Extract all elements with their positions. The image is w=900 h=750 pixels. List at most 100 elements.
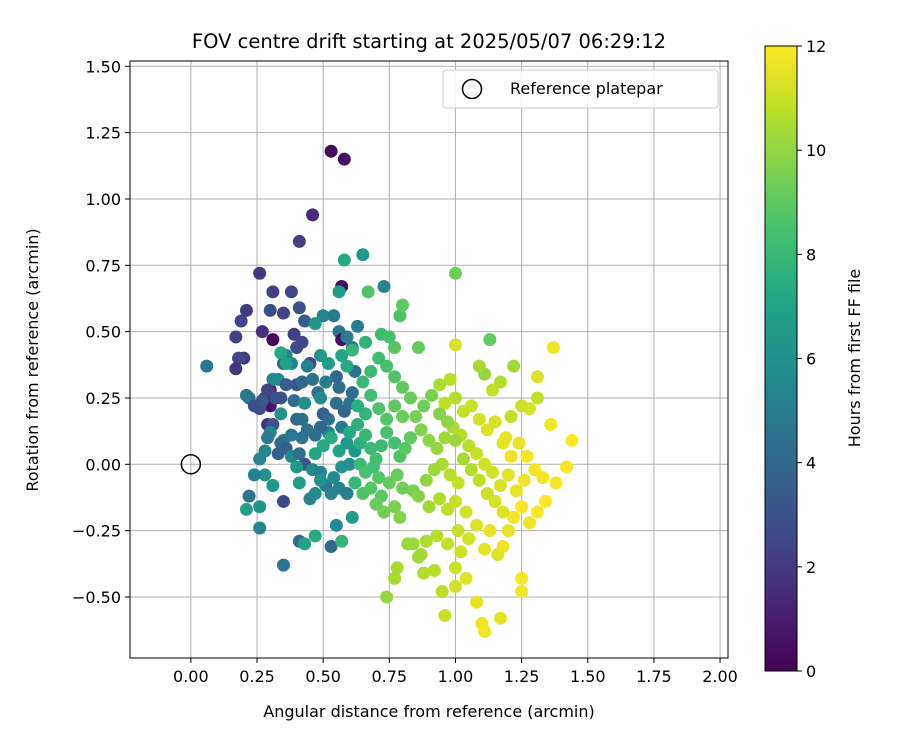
data-point (530, 505, 544, 519)
data-point (255, 394, 269, 408)
data-point (396, 298, 410, 312)
x-tick-label: 0.75 (371, 667, 407, 686)
data-point (372, 402, 386, 416)
data-point (438, 396, 452, 410)
data-point (292, 447, 306, 461)
data-point (417, 566, 431, 580)
data-point (274, 391, 288, 405)
data-point (358, 428, 372, 442)
data-point (515, 571, 529, 585)
data-point (314, 391, 328, 405)
data-point (316, 439, 330, 453)
data-point (340, 359, 354, 373)
data-point (509, 484, 523, 498)
data-point (308, 447, 322, 461)
data-point (337, 253, 351, 267)
data-point (393, 510, 407, 524)
data-point (364, 388, 378, 402)
data-point (263, 303, 277, 317)
colorbar-ticks: 0 2 4 6 8 10 12 (797, 37, 826, 681)
data-point (377, 280, 391, 294)
data-point (414, 423, 428, 437)
data-point (488, 415, 502, 429)
data-point (493, 479, 507, 493)
data-point (411, 341, 425, 355)
data-point (239, 303, 253, 317)
y-tick-label: 1.25 (85, 124, 121, 143)
data-point (253, 521, 267, 535)
data-point (464, 399, 478, 413)
data-point (298, 314, 312, 328)
data-point (501, 468, 515, 482)
data-point (324, 431, 338, 445)
data-point (351, 418, 365, 432)
data-point (247, 468, 261, 482)
data-point (451, 476, 465, 490)
data-point (261, 431, 275, 445)
data-point (504, 410, 518, 424)
data-point (448, 494, 462, 508)
data-point (560, 460, 574, 474)
legend: Reference platepar (442, 69, 719, 109)
data-point (287, 394, 301, 408)
data-point (472, 412, 486, 426)
data-point (261, 383, 275, 397)
data-point (451, 524, 465, 538)
x-tick-label: 1.50 (570, 667, 606, 686)
data-point (239, 502, 253, 516)
data-point (345, 386, 359, 400)
x-tick-label: 0.25 (239, 667, 275, 686)
x-tick-label: 2.00 (702, 667, 738, 686)
data-point (255, 325, 269, 339)
data-point (290, 460, 304, 474)
data-point (372, 471, 386, 485)
data-point (496, 505, 510, 519)
data-point (515, 399, 529, 413)
data-point (329, 396, 343, 410)
data-point (292, 301, 306, 315)
data-point (549, 476, 563, 490)
colorbar-tick-label: 12 (806, 37, 826, 56)
chart-title: FOV centre drift starting at 2025/05/07 … (192, 30, 666, 53)
data-point (377, 505, 391, 519)
data-point (292, 234, 306, 248)
y-tick-label: 0.25 (85, 389, 121, 408)
data-point (441, 415, 455, 429)
data-point (356, 248, 370, 262)
data-point (324, 540, 338, 554)
data-point (501, 524, 515, 538)
data-point (430, 441, 444, 455)
data-point (298, 396, 312, 410)
data-point (565, 433, 579, 447)
data-point (345, 510, 359, 524)
data-point (464, 463, 478, 477)
plot-frame (129, 60, 729, 659)
data-point (403, 431, 417, 445)
data-point (329, 518, 343, 532)
data-point (292, 476, 306, 490)
data-point (253, 452, 267, 466)
y-axis-ticks: −0.50 −0.25 0.00 0.25 0.50 0.75 1.00 1.25 1.50 (72, 57, 130, 607)
data-point (358, 407, 372, 421)
y-axis-label: Rotation from reference (arcmin) (23, 228, 42, 491)
data-point (393, 309, 407, 323)
data-point (319, 375, 333, 389)
x-tick-label: 1.25 (504, 667, 540, 686)
data-point (390, 561, 404, 575)
data-point (358, 335, 372, 349)
data-point (295, 375, 309, 389)
data-point (388, 571, 402, 585)
data-point (454, 545, 468, 559)
data-point (335, 534, 349, 548)
data-point (380, 412, 394, 426)
y-tick-label: 1.00 (85, 190, 121, 209)
data-point (327, 309, 341, 323)
data-point (284, 285, 298, 299)
data-point (459, 571, 473, 585)
legend-label-reference-platepar: Reference platepar (510, 79, 663, 98)
data-point (388, 399, 402, 413)
colorbar-tick-label: 0 (806, 662, 816, 681)
data-point (493, 611, 507, 625)
data-point (396, 380, 410, 394)
data-point (486, 465, 500, 479)
